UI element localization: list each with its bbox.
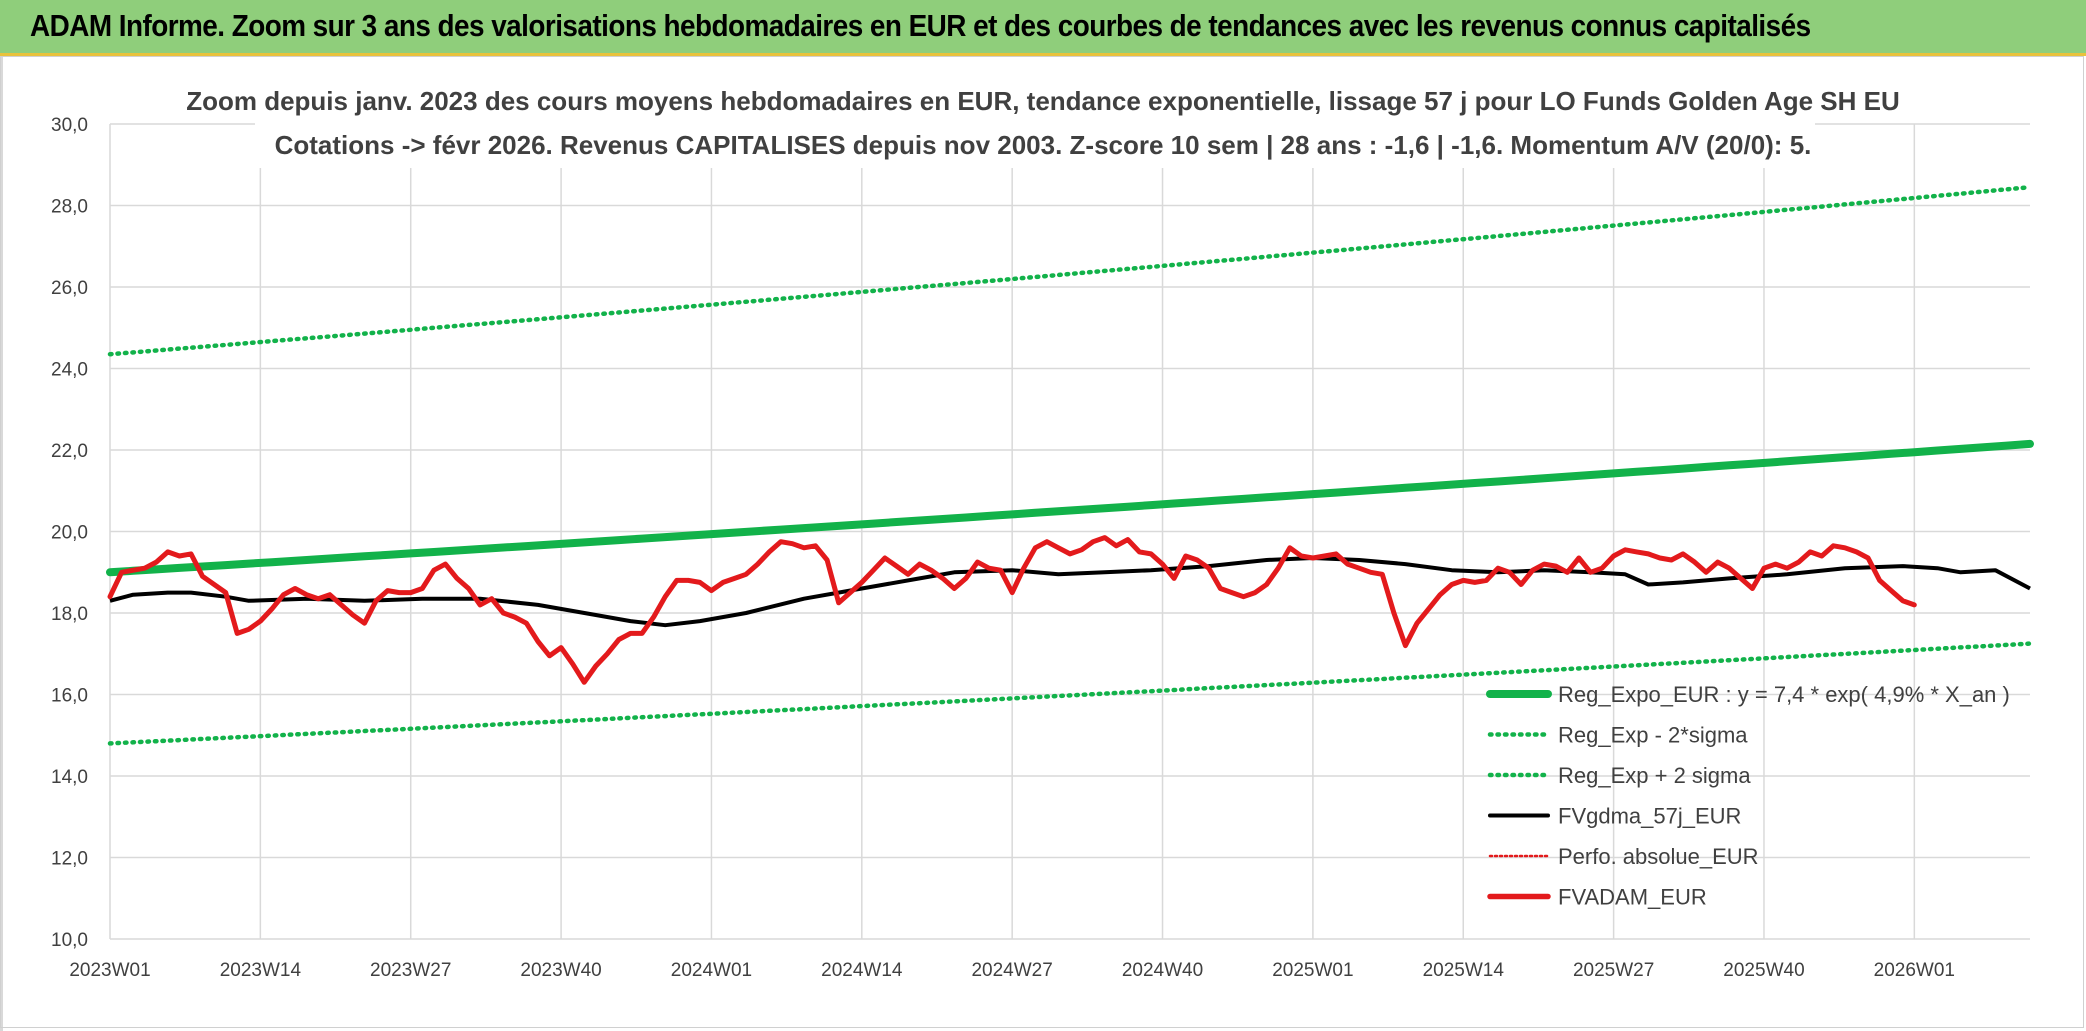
x-tick-label: 2025W40 (1723, 960, 1804, 981)
x-tick-label: 2023W27 (370, 960, 451, 981)
chart-title-line2: Cotations -> févr 2026. Revenus CAPITALI… (275, 130, 1812, 160)
chart-title-line1: Zoom depuis janv. 2023 des cours moyens … (186, 86, 1900, 116)
axis-ticks: 30,0 28,0 26,0 24,0 22,0 20,0 18,0 16,0 14,0 12,0… (51, 115, 1955, 981)
legend-fvgdma-label: FVgdma_57j_EUR (1558, 804, 1741, 829)
x-tick-label: 2025W14 (1423, 960, 1505, 981)
legend-fvadam-label: FVADAM_EUR (1558, 885, 1707, 910)
y-tick-label: 20,0 (51, 523, 88, 544)
y-tick-label: 12,0 (51, 849, 88, 870)
x-tick-label: 2023W01 (69, 960, 150, 981)
legend-perfo-absolue-label: Perfo. absolue_EUR (1558, 844, 1759, 869)
x-tick-label: 2024W27 (971, 960, 1052, 981)
x-tick-label: 2024W01 (671, 960, 752, 981)
y-tick-label: 16,0 (51, 686, 88, 707)
series-reg-exp-plus-2sigma (107, 184, 2033, 357)
y-tick-label: 22,0 (51, 441, 88, 462)
series-reg-expo (106, 439, 2034, 577)
legend-reg-exp-minus-label: Reg_Exp - 2*sigma (1558, 723, 1748, 748)
y-tick-label: 18,0 (51, 604, 88, 625)
x-tick-label: 2025W01 (1272, 960, 1353, 981)
x-tick-label: 2023W40 (520, 960, 601, 981)
x-tick-label: 2025W27 (1573, 960, 1654, 981)
y-tick-label: 24,0 (51, 360, 88, 381)
x-tick-label: 2026W01 (1874, 960, 1955, 981)
report-title: ADAM Informe. Zoom sur 3 ans des valoris… (30, 8, 1811, 43)
title-backdrop (255, 84, 1815, 168)
chart-frame (0, 56, 2084, 1028)
y-tick-label: 10,0 (51, 930, 88, 951)
y-tick-label: 14,0 (51, 767, 88, 788)
y-tick-label: 26,0 (51, 278, 88, 299)
x-tick-label: 2024W14 (821, 960, 903, 981)
report-header: ADAM Informe. Zoom sur 3 ans des valoris… (0, 0, 2086, 56)
legend-reg-expo-label: Reg_Expo_EUR : y = 7,4 * exp( 4,9% * X_a… (1558, 682, 2010, 707)
legend: Reg_Expo_EUR : y = 7,4 * exp( 4,9% * X_a… (1486, 682, 2010, 910)
gridlines (109, 123, 2030, 940)
series-lines (106, 184, 2034, 746)
left-border (0, 56, 3, 1031)
x-tick-label: 2023W14 (220, 960, 302, 981)
y-tick-label: 28,0 (51, 197, 88, 218)
legend-reg-exp-plus-label: Reg_Exp + 2 sigma (1558, 763, 1751, 788)
series-reg-exp-minus-2sigma (107, 641, 2033, 746)
y-tick-label: 30,0 (51, 115, 88, 136)
x-tick-label: 2024W40 (1122, 960, 1203, 981)
series-fvadam (107, 535, 1917, 685)
